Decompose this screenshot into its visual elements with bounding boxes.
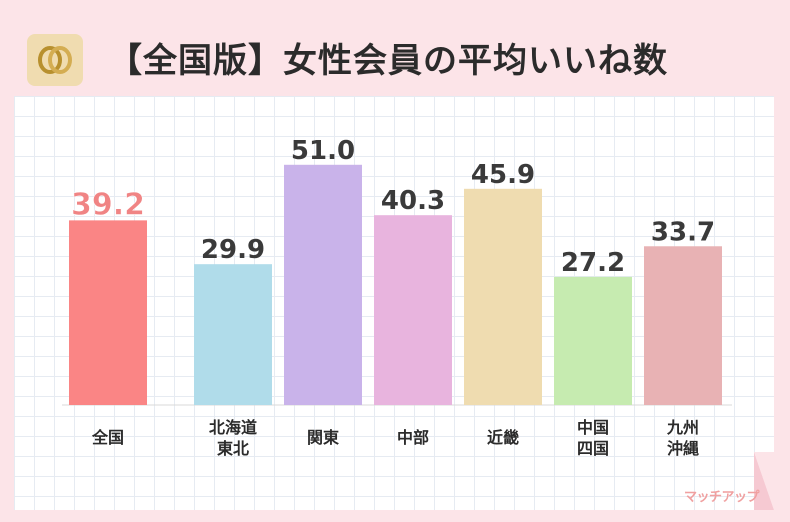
- data-label: 51.0: [291, 136, 355, 166]
- tick-label: 沖縄: [667, 439, 699, 458]
- bar: [194, 264, 272, 405]
- data-label: 29.9: [201, 235, 265, 265]
- tick-label: 全国: [91, 428, 124, 447]
- data-label: 33.7: [651, 217, 715, 247]
- bar: [69, 220, 147, 405]
- tick-label: 四国: [577, 439, 609, 458]
- header: 【全国版】女性会員の平均いいね数: [0, 0, 790, 96]
- logo: [27, 34, 83, 86]
- data-label: 39.2: [71, 187, 145, 222]
- bar: [554, 276, 632, 405]
- tick-label: 近畿: [487, 428, 519, 447]
- page-fold: [754, 452, 774, 510]
- data-label: 45.9: [471, 160, 535, 190]
- bar: [644, 246, 722, 405]
- brand-logo-text: マッチアップ: [684, 490, 760, 505]
- tick-label: 北海道: [209, 418, 257, 437]
- tick-label: 東北: [217, 439, 249, 458]
- bar: [464, 188, 542, 405]
- data-label: 27.2: [561, 248, 625, 278]
- tick-label: 中国: [577, 418, 609, 437]
- tick-label: 九州: [666, 418, 699, 437]
- tick-label: 関東: [307, 428, 339, 447]
- page-title: 【全国版】女性会員の平均いいね数: [108, 41, 668, 81]
- interlocked-rings-icon: [38, 46, 72, 74]
- tick-label: 中部: [397, 428, 429, 447]
- bar: [284, 164, 362, 405]
- data-label: 40.3: [381, 186, 445, 216]
- bar: [374, 215, 452, 405]
